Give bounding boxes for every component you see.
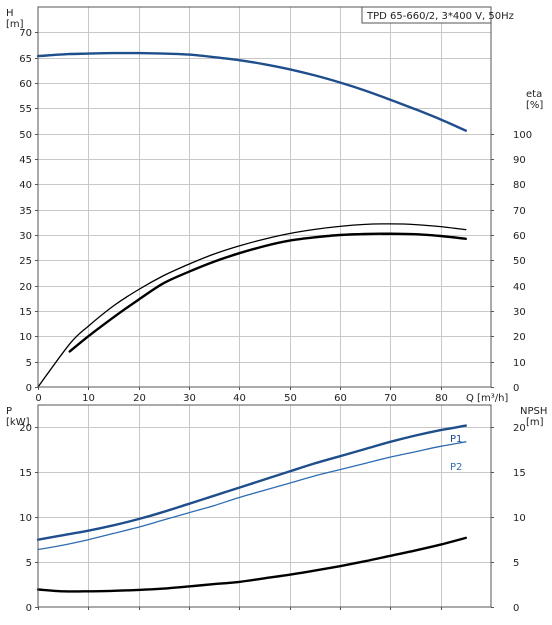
bottom-y-right-tick-label: 20 (513, 423, 526, 434)
top-y-right-tick-label: 60 (513, 231, 526, 242)
x-tick-label: 20 (133, 393, 146, 404)
top-y-left-tick-label: 60 (19, 79, 32, 90)
top-grid (38, 7, 491, 387)
bottom-series-2-line (36, 536, 467, 593)
top-y-right-tick-label: 50 (513, 256, 526, 267)
power-npsh-panel: 0 5 10 15 20 0 5 10 15 20 P [kW] NPSH [m] P1 P2 (6, 404, 547, 614)
top-y-right-tick-label: 10 (513, 358, 526, 369)
bottom-axis-ticks: 0 5 10 15 20 0 5 10 15 20 (19, 423, 525, 614)
x-tick-label: 10 (82, 393, 95, 404)
bottom-y-left-tick-label: 15 (19, 468, 32, 479)
top-y-right-tick-label: 0 (513, 383, 519, 394)
x-tick-label: 0 (35, 393, 41, 404)
top-y-left-tick-label: 20 (19, 282, 32, 293)
bottom-y-right-tick-label: 5 (513, 558, 519, 569)
x-tick-label: 30 (183, 393, 196, 404)
x-tick-label: 70 (384, 393, 397, 404)
bottom-plot-frame (37, 404, 492, 608)
bottom-y-right-tick-label: 10 (513, 513, 526, 524)
top-y-left-tick-label: 70 (19, 28, 32, 39)
bottom-grid (38, 405, 491, 607)
x-tick-label: 40 (233, 393, 246, 404)
top-y-left-tick-label: 55 (19, 104, 32, 115)
top-y-right-tick-label: 70 (513, 206, 526, 217)
right-axis-label-bottom: NPSH (520, 406, 547, 417)
left-axis-label-bottom: P (6, 406, 12, 417)
chart-title-box (361, 6, 492, 24)
top-series-0-line (36, 51, 467, 132)
top-y-left-tick-label: 65 (19, 54, 32, 65)
chart-title: TPD 65-660/2, 3*400 V, 50Hz (366, 11, 514, 22)
x-tick-label: 80 (435, 393, 448, 404)
x-axis-label: Q [m³/h] (466, 393, 508, 404)
right-axis-label-top: eta (526, 89, 542, 100)
bottom-y-right-tick-label: 0 (513, 603, 519, 614)
top-y-left-tick-label: 25 (19, 256, 32, 267)
bottom-y-right-tick-label: 15 (513, 468, 526, 479)
bottom-y-left-tick-label: 5 (26, 558, 32, 569)
top-y-left-tick-label: 35 (19, 206, 32, 217)
top-y-right-tick-label: 80 (513, 180, 526, 191)
top-y-right-tick-label: 90 (513, 155, 526, 166)
top-y-right-tick-label: 30 (513, 307, 526, 318)
top-series-1-line (37, 223, 467, 388)
top-y-left-tick-label: 0 (26, 383, 32, 394)
bottom-series-0-line (36, 424, 467, 541)
bottom-y-left-tick-label: 10 (19, 513, 32, 524)
top-series-2-line (68, 232, 467, 353)
top-y-left-tick-label: 10 (19, 332, 32, 343)
head-efficiency-panel: 0 10 20 30 40 50 60 70 80 0 5 10 15 20 25 30 35 40 45 50 55 6… (6, 6, 543, 404)
bottom-y-left-tick-label: 20 (19, 423, 32, 434)
left-axis-unit-bottom: [kW] (6, 417, 30, 428)
x-tick-label: 50 (284, 393, 297, 404)
top-y-left-tick-label: 30 (19, 231, 32, 242)
top-curves (36, 51, 467, 388)
top-y-left-tick-label: 45 (19, 155, 32, 166)
bottom-curves (36, 424, 467, 593)
bottom-y-left-tick-label: 0 (26, 603, 32, 614)
series-label-p2: P2 (450, 462, 462, 473)
bottom-series-1-line (37, 441, 467, 551)
series-label-p1: P1 (450, 434, 462, 445)
top-axis-ticks: 0 10 20 30 40 50 60 70 80 0 5 10 15 20 25 30 35 40 45 50 55 6… (19, 28, 532, 404)
top-y-left-tick-label: 40 (19, 180, 32, 191)
left-axis-label-top: H (6, 8, 14, 19)
top-y-left-tick-label: 50 (19, 130, 32, 141)
right-axis-unit-top: [%] (526, 100, 543, 111)
top-plot-frame (37, 6, 492, 388)
top-y-right-tick-label: 100 (513, 130, 532, 141)
top-y-left-tick-label: 5 (26, 358, 32, 369)
top-y-right-tick-label: 40 (513, 282, 526, 293)
top-y-left-tick-label: 15 (19, 307, 32, 318)
right-axis-unit-bottom: [m] (526, 417, 544, 428)
x-tick-label: 60 (334, 393, 347, 404)
left-axis-unit-top: [m] (6, 19, 24, 30)
top-y-right-tick-label: 20 (513, 332, 526, 343)
